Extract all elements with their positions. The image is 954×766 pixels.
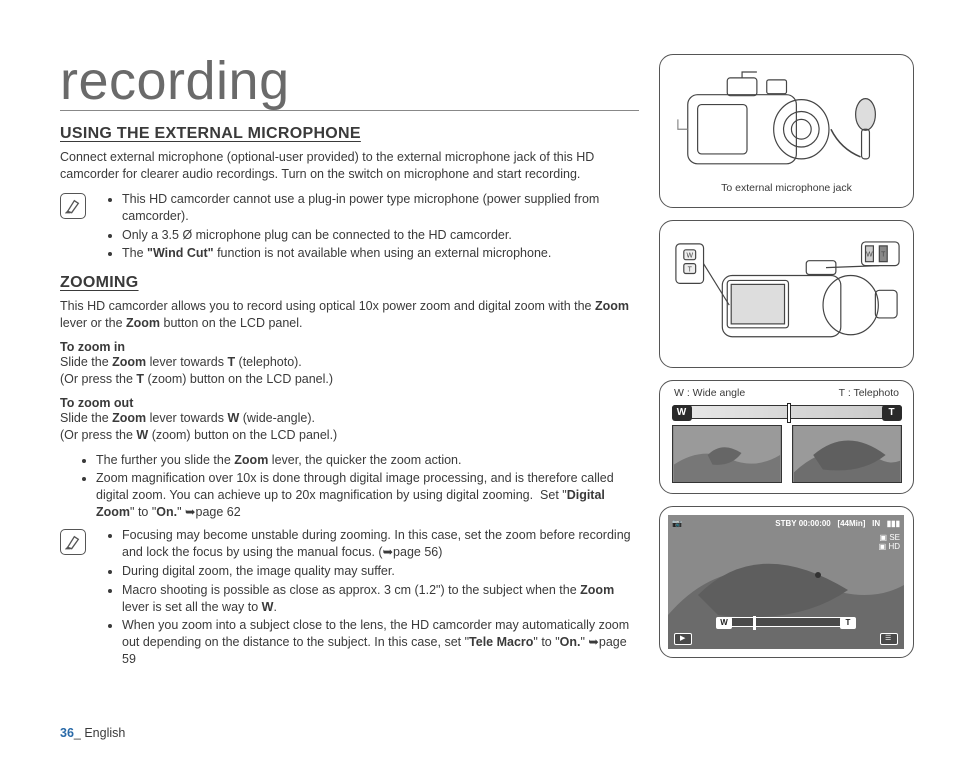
figure-mic-caption: To external microphone jack [721, 182, 852, 194]
lcd-menu-icon [880, 633, 898, 645]
lcd-zoom-t: T [840, 617, 856, 629]
lcd-batt-icon: ▮▮▮ [887, 519, 900, 528]
wide-label: W : Wide angle [674, 387, 745, 399]
page-sep: _ [74, 726, 81, 740]
zoom-out-heading: To zoom out [60, 396, 639, 410]
note-icon [60, 529, 86, 555]
mic-note-item: This HD camcorder cannot use a plug-in p… [122, 191, 639, 225]
svg-text:W: W [866, 251, 873, 258]
mic-note-item: Only a 3.5 Ø microphone plug can be conn… [122, 227, 639, 244]
lcd-zoom-bar: W T [716, 617, 856, 627]
tele-thumb [792, 425, 902, 483]
lcd-zoom-marker [753, 616, 756, 630]
lcd-osd-top: 📷 STBY 00:00:00 [44Min] IN ▮▮▮ [672, 519, 900, 528]
lcd-time: 00:00:00 [799, 519, 831, 528]
mic-note-list: This HD camcorder cannot use a plug-in p… [98, 191, 639, 265]
zoom-note-item: When you zoom into a subject close to th… [122, 617, 639, 668]
zoom-bullets: The further you slide the Zoom lever, th… [72, 452, 639, 522]
zoom-note-item: Focusing may become unstable during zoom… [122, 527, 639, 561]
svg-text:W: W [686, 252, 693, 259]
lcd-screen: 📷 STBY 00:00:00 [44Min] IN ▮▮▮ ▣ SE ▣ [668, 515, 904, 649]
figure-mic-jack: To external microphone jack [659, 54, 914, 208]
mic-note-block: This HD camcorder cannot use a plug-in p… [60, 191, 639, 265]
page-title: recording [60, 54, 639, 111]
lcd-stby: STBY [775, 519, 796, 528]
page-number: 36 [60, 726, 74, 740]
mic-intro: Connect external microphone (optional-us… [60, 149, 639, 183]
mic-note-item: The "Wind Cut" function is not available… [122, 245, 639, 262]
page-lang: English [84, 726, 125, 740]
zoom-bar: W T [672, 405, 902, 419]
zoom-in-heading: To zoom in [60, 340, 639, 354]
tele-label: T : Telephoto [839, 387, 899, 399]
zoom-t-cap: T [882, 405, 902, 421]
lcd-play-icon [674, 633, 692, 645]
zoom-in-body: Slide the Zoom lever towards T (telephot… [60, 354, 639, 388]
zoom-note-item: During digital zoom, the image quality m… [122, 563, 639, 580]
zoom-marker [787, 403, 791, 423]
figure-zoom-range: W : Wide angle T : Telephoto W T [659, 380, 914, 494]
lcd-mode-1: ▣ SE [879, 533, 900, 542]
lcd-osd-right: ▣ SE ▣ HD [879, 533, 900, 551]
zoom-range-labels: W : Wide angle T : Telephoto [668, 387, 905, 403]
zoom-bullet: Zoom magnification over 10x is done thro… [96, 470, 639, 521]
page-footer: 36_ English [60, 726, 125, 740]
wide-thumb [672, 425, 782, 483]
note-icon [60, 193, 86, 219]
camcorder-zoom-illustration: W T W T [668, 236, 905, 355]
zoom-note-block: Focusing may become unstable during zoom… [60, 527, 639, 670]
zoom-out-body: Slide the Zoom lever towards W (wide-ang… [60, 410, 639, 444]
zoom-note-item: Macro shooting is possible as close as a… [122, 582, 639, 616]
mic-heading: USING THE EXTERNAL MICROPHONE [60, 125, 639, 143]
lcd-zoom-w: W [716, 617, 732, 629]
zoom-bullet: The further you slide the Zoom lever, th… [96, 452, 639, 469]
zoom-note-list: Focusing may become unstable during zoom… [98, 527, 639, 670]
lcd-mode-2: ▣ HD [879, 542, 900, 551]
lcd-card: IN [872, 519, 880, 528]
figure-lcd-panel: 📷 STBY 00:00:00 [44Min] IN ▮▮▮ ▣ SE ▣ [659, 506, 914, 658]
lcd-rec-icon: 📷 [672, 519, 682, 528]
zoom-thumbnails [672, 425, 902, 483]
lcd-remain: [44Min] [837, 519, 865, 528]
figure-zoom-lever: W T W T [659, 220, 914, 368]
camcorder-mic-illustration [668, 70, 905, 179]
zoom-heading: ZOOMING [60, 274, 639, 292]
zoom-w-cap: W [672, 405, 692, 421]
lcd-bottom-icons [674, 633, 898, 645]
zoom-intro: This HD camcorder allows you to record u… [60, 298, 639, 332]
